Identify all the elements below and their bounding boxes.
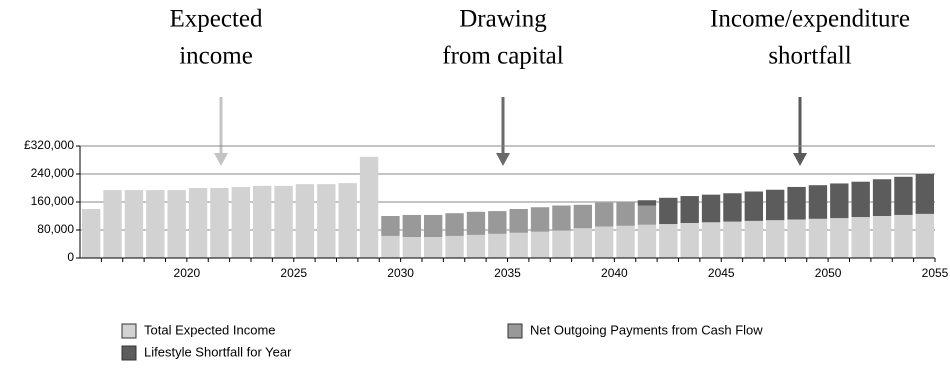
bar-segment (338, 183, 357, 258)
bar-segment (595, 202, 614, 227)
bar-segment (723, 221, 742, 258)
bar-segment (659, 197, 678, 225)
bar-segment (103, 190, 122, 258)
bar-segment (616, 225, 635, 258)
bar-segment (381, 235, 400, 258)
bar-segment (445, 235, 464, 258)
bar-segment (637, 224, 657, 258)
bar-segment (808, 218, 828, 258)
bar-segment (872, 216, 892, 258)
x-tick-label: 2050 (815, 266, 842, 280)
y-tick-label: 80,000 (37, 222, 74, 236)
bar-segment (915, 213, 934, 258)
bar-segment (616, 202, 635, 226)
annotation-text: Drawing (459, 6, 547, 33)
bar-segment (488, 211, 507, 234)
bar-segment (530, 207, 550, 232)
annotation-text: income (179, 43, 253, 70)
bar-segment (680, 223, 699, 258)
x-tick-label: 2035 (494, 266, 521, 280)
bar-segment (851, 217, 870, 258)
bar-segment (82, 209, 101, 258)
bar-segment (231, 186, 250, 258)
bar-segment (787, 186, 806, 220)
bar-segment (851, 181, 870, 218)
bar-segment (509, 232, 528, 258)
bar-segment (124, 190, 144, 258)
bar-segment (381, 216, 400, 236)
bar-segment (424, 214, 443, 237)
bar-segment (701, 222, 721, 258)
bar-segment (466, 211, 486, 235)
y-tick-label: 240,000 (31, 166, 75, 180)
bar-segment (424, 237, 443, 258)
bar-segment (637, 200, 657, 206)
legend-swatch (121, 323, 137, 339)
legend-label: Net Outgoing Payments from Cash Flow (530, 322, 763, 337)
annotation-text: from capital (442, 43, 564, 70)
annotation-text: shortfall (768, 43, 851, 70)
x-tick-label: 2040 (601, 266, 628, 280)
x-tick-label: 2055 (922, 266, 949, 280)
legend-swatch (507, 323, 523, 339)
bar-segment (830, 183, 849, 219)
annotation-text: Expected (169, 6, 263, 33)
bar-segment (210, 188, 229, 258)
bar-segment (595, 226, 614, 258)
y-tick-label: 0 (67, 250, 74, 264)
bar-segment (701, 194, 721, 223)
x-tick-label: 2045 (708, 266, 735, 280)
bar-segment (317, 184, 336, 258)
y-tick-label: £320,000 (24, 138, 74, 152)
bar-segment (894, 214, 913, 258)
annotation-arrowhead (214, 153, 228, 166)
y-tick-label: 160,000 (31, 194, 75, 208)
bar-segment (167, 190, 186, 258)
bar-segment (766, 220, 785, 258)
bar-segment (894, 176, 913, 215)
bar-segment (509, 209, 528, 233)
annotation-arrowhead (496, 153, 510, 166)
bar-segment (402, 237, 421, 258)
bar-segment (659, 224, 678, 258)
bar-segment (146, 190, 165, 258)
bar-segment (744, 220, 763, 258)
bar-segment (530, 231, 550, 258)
bar-segment (402, 214, 421, 237)
bar-segment (552, 205, 571, 231)
bar-segment (915, 174, 934, 214)
bar-segment (573, 228, 592, 258)
bar-segment (359, 156, 379, 258)
legend-swatch (121, 345, 137, 361)
x-tick-label: 2020 (174, 266, 201, 280)
bar-segment (872, 179, 892, 216)
annotation-arrowhead (793, 153, 807, 166)
bar-segment (466, 234, 486, 258)
bar-segment (808, 185, 828, 219)
bar-segment (787, 219, 806, 258)
bar-segment (573, 204, 592, 229)
legend-label: Lifestyle Shortfall for Year (144, 344, 292, 359)
bar-segment (766, 189, 785, 221)
bar-segment (680, 196, 699, 223)
bar-segment (637, 205, 657, 225)
x-tick-label: 2030 (387, 266, 414, 280)
bar-segment (830, 218, 849, 258)
bar-segment (445, 213, 464, 236)
bar-segment (188, 188, 208, 258)
bar-segment (744, 191, 763, 221)
legend-label: Total Expected Income (144, 322, 276, 337)
x-tick-label: 2025 (280, 266, 307, 280)
bar-segment (295, 184, 315, 258)
annotation-text: Income/expenditure (710, 6, 910, 33)
bar-segment (488, 233, 507, 258)
bar-segment (274, 185, 293, 258)
bar-segment (552, 230, 571, 258)
bar-segment (253, 185, 272, 258)
bar-segment (723, 193, 742, 222)
